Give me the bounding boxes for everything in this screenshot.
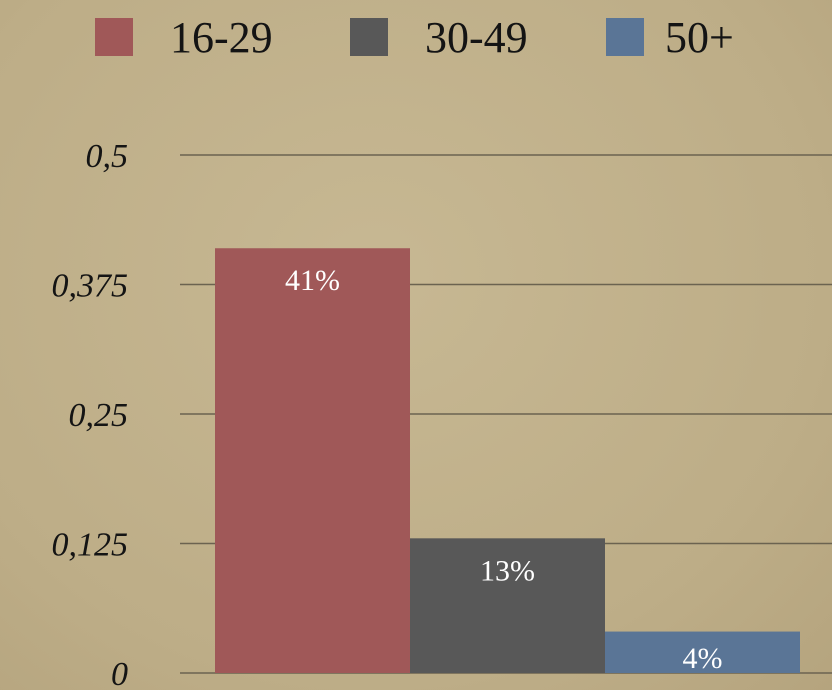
legend-swatch-16-29	[95, 18, 133, 56]
bar-50+	[605, 631, 800, 673]
legend-label: 30-49	[425, 13, 528, 62]
bar-16-29	[215, 248, 410, 674]
y-tick-label: 0,375	[52, 268, 129, 305]
data-label: 41%	[285, 264, 340, 297]
legend-label: 16-29	[170, 13, 273, 62]
data-label: 13%	[480, 554, 535, 587]
y-tick-label: 0,125	[52, 527, 129, 564]
data-label: 4%	[683, 642, 723, 675]
legend-swatch-30-49	[350, 18, 388, 56]
y-tick-label: 0,5	[86, 138, 129, 175]
y-tick-label: 0,25	[69, 397, 129, 434]
y-tick-label: 0	[111, 656, 128, 690]
legend-label: 50+	[665, 13, 734, 62]
legend-swatch-50+	[606, 18, 644, 56]
bar-30-49	[410, 538, 605, 673]
